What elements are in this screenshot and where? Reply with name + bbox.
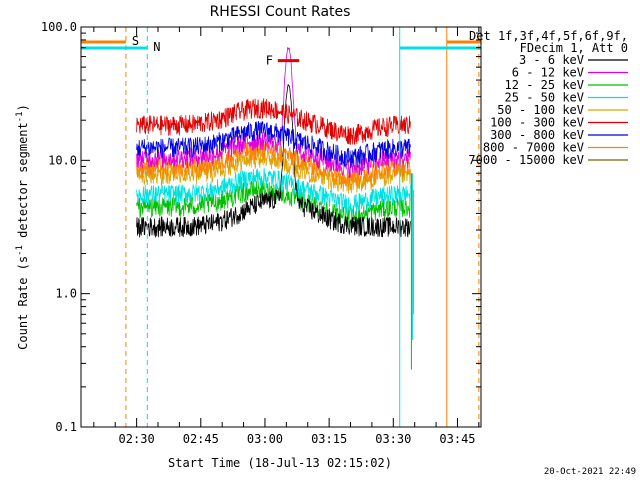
- footer-date: 20-Oct-2021 22:49: [544, 467, 636, 477]
- x-tick-label: 03:30: [375, 432, 411, 446]
- y-tick-label: 1.0: [55, 287, 77, 301]
- plot-frame: [80, 26, 482, 428]
- y-axis-label-main: Count Rate (s: [16, 256, 30, 350]
- legend-label: 3 - 6 keV: [519, 53, 584, 67]
- series-line-6: [136, 120, 411, 168]
- x-axis-label: Start Time (18-Jul-13 02:15:02): [168, 456, 392, 470]
- legend-label: 50 - 100 keV: [497, 103, 584, 117]
- y-axis-label-sup1: -1: [15, 245, 25, 256]
- y-axis-label-sup2: -1: [15, 111, 25, 122]
- night-label: N: [153, 40, 160, 54]
- series-line-1: [136, 46, 411, 178]
- data-layer: [136, 46, 414, 370]
- legend-label: 7000 - 15000 keV: [468, 153, 584, 167]
- x-tick-label: 03:15: [311, 432, 347, 446]
- series-line-3: [136, 167, 411, 215]
- x-tick-label: 02:45: [183, 432, 219, 446]
- y-tick-label: 0.1: [55, 420, 77, 434]
- y-tick-label: 100.0: [41, 20, 77, 34]
- series-line-5: [136, 98, 411, 146]
- legend-label: 800 - 7000 keV: [483, 141, 584, 155]
- y-tick-label: 10.0: [48, 153, 77, 167]
- legend-label: 25 - 50 keV: [505, 91, 584, 105]
- x-tick-label: 03:45: [439, 432, 475, 446]
- flare-label: F: [266, 54, 273, 68]
- legend-header-2: FDecim 1, Att 0: [520, 41, 628, 55]
- axis-layer: 0.1 1.0 10.0 100.0 02:30 02:45 03:00 03:15 03:30…: [41, 20, 481, 446]
- series-line-0: [136, 84, 411, 238]
- x-tick-label: 02:30: [119, 432, 155, 446]
- chart-title: RHESSI Count Rates: [210, 4, 351, 20]
- y-axis-label-mid: detector segment: [16, 122, 30, 245]
- marker-layer: S N F: [80, 27, 481, 427]
- legend-label: 12 - 25 keV: [505, 78, 584, 92]
- legend-header-1: Det 1f,3f,4f,5f,6f,9f,: [469, 29, 628, 43]
- legend-label: 100 - 300 keV: [490, 116, 584, 130]
- series-line-2: [136, 180, 411, 227]
- x-tick-label: 03:00: [247, 432, 283, 446]
- saa-label: S: [132, 34, 139, 48]
- legend: Det 1f,3f,4f,5f,6f,9f, FDecim 1, Att 0 3…: [468, 29, 628, 167]
- y-axis-label-end: ): [16, 104, 30, 111]
- legend-label: 6 - 12 keV: [512, 66, 584, 80]
- legend-label: 300 - 800 keV: [490, 128, 584, 142]
- y-axis-label: Count Rate (s-1 detector segment-1): [15, 104, 30, 350]
